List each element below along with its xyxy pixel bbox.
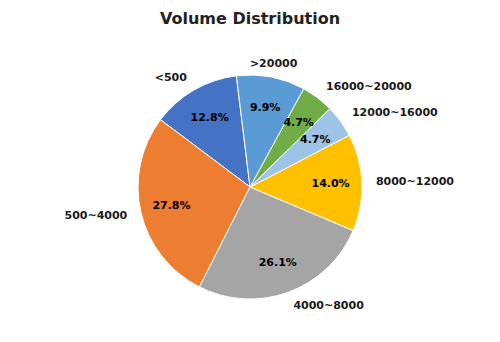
slice-label: <500 (155, 71, 188, 84)
title: Volume Distribution (160, 9, 340, 28)
pct-label: 26.1% (259, 256, 297, 269)
slice-label: 16000~20000 (326, 80, 412, 93)
slice-label: 8000~12000 (376, 175, 454, 188)
chart: Volume Distribution 12.8% <500 27.8% 500~400… (0, 0, 500, 342)
pct-label: 9.9% (250, 101, 281, 114)
pct-label: 14.0% (311, 177, 349, 190)
pct-label: 27.8% (152, 199, 190, 212)
pct-label: 4.7% (283, 116, 314, 129)
slice-label: 12000~16000 (352, 106, 438, 119)
slices (138, 75, 362, 299)
pct-label: 12.8% (191, 111, 229, 124)
labels: 12.8% <500 27.8% 500~4000 26.1% 4000~8000 14.0… (64, 57, 454, 312)
slice (236, 75, 303, 187)
slice-label: 4000~8000 (293, 299, 364, 312)
slice-label: >20000 (250, 57, 298, 70)
pct-label: 4.7% (300, 133, 331, 146)
slice-label: 500~4000 (64, 209, 127, 222)
